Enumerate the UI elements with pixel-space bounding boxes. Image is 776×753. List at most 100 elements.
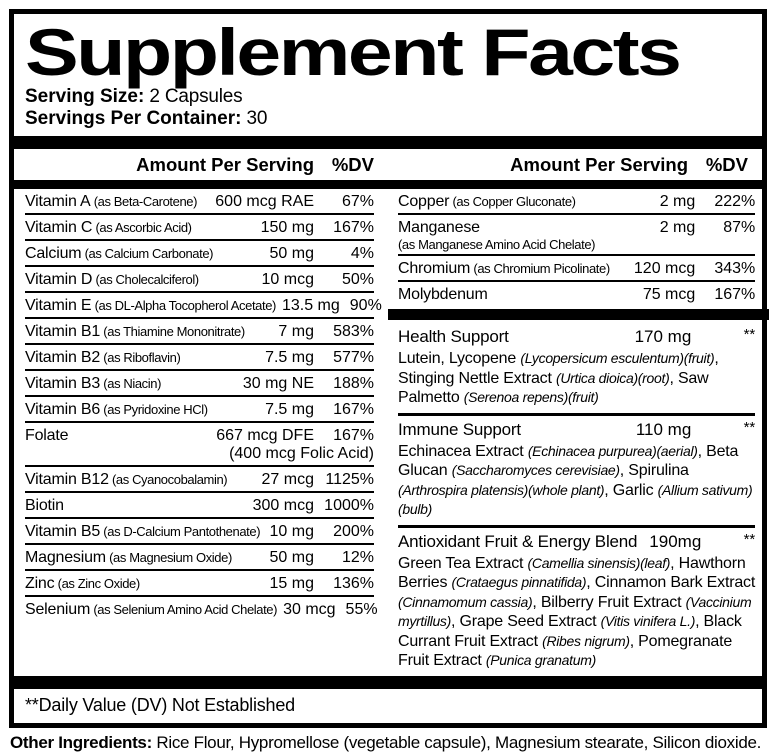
nutrient-form: (as Ascorbic Acid) — [92, 220, 192, 235]
latin-name: (Crataegus pinnatifida) — [451, 574, 587, 590]
blend-header: Antioxidant Fruit & Energy Blend 190mg ** — [398, 531, 755, 553]
nutrient-name: Vitamin B12 (as Cyanocobalamin) — [25, 471, 228, 488]
nutrient-row-line: Magnesium (as Magnesium Oxide) 50 mg 12% — [25, 548, 374, 567]
nutrient-row: Vitamin D (as Cholecalciferol) 10 mcg 50% — [25, 267, 374, 293]
nutrient-form: (as DL-Alpha Tocopherol Acetate) — [91, 298, 277, 313]
other-ingredients-label: Other Ingredients: — [10, 732, 152, 752]
blend-ingredients: Lutein, Lycopene (Lycopersicum esculentu… — [398, 348, 755, 408]
other-ingredients-text: Rice Flour, Hypromellose (vegetable caps… — [151, 732, 762, 752]
latin-name: (Echinacea purpurea)(aerial) — [527, 442, 698, 459]
nutrient-form: (as Beta-Carotene) — [90, 194, 198, 209]
ingredient-text: , Stinging Nettle Extract — [398, 350, 719, 387]
nutrient-row: Magnesium (as Magnesium Oxide) 50 mg 12% — [25, 545, 374, 571]
nutrient-row: Vitamin B1 (as Thiamine Mononitrate) 7 mg… — [25, 319, 374, 345]
nutrient-row-line: Vitamin B2 (as Riboflavin) 7.5 mg 577% — [25, 348, 374, 367]
nutrient-form: (as Copper Gluconate) — [449, 194, 576, 209]
nutrient-row-line: Folate 667 mcg DFE 167% — [25, 426, 374, 445]
blend-sections: Health Support 170 mg ** Lutein, Lycopene (… — [398, 323, 756, 676]
blend-ingredients: Echinacea Extract (Echinacea purpurea)(a… — [398, 441, 755, 520]
latin-name: (Allium sativum)(bulb) — [398, 481, 753, 518]
nutrient-row: Chromium (as Chromium Picolinate) 120 mcg… — [398, 256, 756, 282]
nutrient-form: (as Zinc Oxide) — [54, 576, 141, 591]
nutrient-row: Vitamin B3 (as Niacin) 30 mg NE 188% — [25, 371, 374, 397]
nutrient-amount: 10 mg — [269, 523, 314, 540]
nutrient-dv: 167% — [333, 427, 374, 444]
ingredient-text: Lutein, Lycopene — [398, 350, 521, 367]
latin-name: (Ribes nigrum) — [542, 632, 630, 649]
right-nutrient-column: Copper (as Copper Gluconate) 2 mg 222% Mang… — [388, 189, 770, 676]
divider-bar-blends — [388, 309, 770, 320]
ingredient-text: , Garlic — [604, 481, 658, 499]
nutrient-dv: 55% — [345, 601, 378, 618]
nutrient-row: Copper (as Copper Gluconate) 2 mg 222% — [398, 189, 756, 215]
latin-name: (Urtica dioica)(root) — [555, 369, 670, 386]
nutrient-row-line: Manganese 2 mg 87% — [398, 218, 755, 237]
divider-bar-header — [14, 180, 762, 189]
left-nutrient-column: Vitamin A (as Beta-Carotene) 600 mcg RAE 6… — [14, 189, 388, 676]
nutrient-dv: 1000% — [324, 497, 374, 514]
nutrient-amount: 7.5 mg — [265, 401, 314, 418]
nutrient-row: Vitamin E (as DL-Alpha Tocopherol Acetat… — [25, 293, 382, 319]
nutrient-row-line: Vitamin B1 (as Thiamine Mononitrate) 7 mg… — [25, 322, 374, 341]
nutrient-amount: 30 mcg — [283, 601, 336, 618]
nutrient-row: Vitamin B5 (as D-Calcium Pantothenate) 10… — [25, 519, 374, 545]
blend-header: Immune Support 110 mg ** — [398, 419, 755, 441]
nutrient-row: Vitamin B6 (as Pyridoxine HCl) 7.5 mg 167% — [25, 397, 374, 423]
latin-name: (Vaccinium myrtillus) — [398, 593, 752, 630]
blend-amount: 170 mg — [634, 327, 692, 346]
blend-header: Health Support 170 mg ** — [398, 326, 755, 348]
nutrient-dv: 167% — [333, 401, 374, 418]
dv-header: %DV — [331, 154, 374, 175]
nutrient-amount: 7 mg — [278, 323, 314, 340]
divider-bar-bottom — [14, 675, 762, 689]
nutrient-dv: 583% — [333, 323, 374, 340]
nutrient-dv: 50% — [341, 271, 374, 288]
nutrient-name: Vitamin C (as Ascorbic Acid) — [25, 219, 192, 236]
blend-amount: 110 mg — [635, 419, 692, 439]
divider-bar-top — [14, 136, 762, 149]
nutrient-name: Vitamin B3 (as Niacin) — [25, 375, 162, 392]
nutrient-row-line: Molybdenum 75 mcg 167% — [398, 285, 755, 304]
nutrient-name: Vitamin B5 (as D-Calcium Pantothenate) — [25, 523, 261, 540]
nutrient-name: Chromium (as Chromium Picolinate) — [398, 260, 610, 277]
ingredient-text: , Bilberry Fruit Extract — [532, 593, 686, 611]
nutrient-row-line: Vitamin C (as Ascorbic Acid) 150 mg 167% — [25, 218, 374, 237]
nutrient-name: Calcium (as Calcium Carbonate) — [25, 245, 214, 262]
blend-amount: 190mg — [649, 531, 702, 551]
left-column-header: Amount Per Serving %DV — [14, 154, 388, 176]
amount-per-serving-header: Amount Per Serving — [510, 154, 688, 175]
nutrient-dv: 67% — [341, 193, 374, 210]
panel-title: Supplement Facts — [25, 15, 682, 89]
blend-dv: ** — [743, 530, 756, 548]
latin-name: (Cinnamomum cassia) — [398, 593, 533, 610]
blend-dv: ** — [743, 418, 756, 436]
nutrient-amount: 27 mcg — [261, 471, 314, 488]
nutrient-dv: 167% — [333, 219, 374, 236]
nutrient-row: Folate 667 mcg DFE 167% (400 mcg Folic Acid… — [25, 423, 374, 467]
nutrient-row: Calcium (as Calcium Carbonate) 50 mg 4% — [25, 241, 374, 267]
nutrient-form: (as Magnesium Oxide) — [105, 550, 232, 565]
nutrient-name: Vitamin B2 (as Riboflavin) — [25, 349, 181, 366]
ingredient-text: , Cinnamon Bark Extract — [586, 574, 756, 591]
nutrient-form: (as Thiamine Mononitrate) — [100, 324, 245, 339]
nutrient-dv: 167% — [714, 286, 756, 303]
ingredient-text: , Saw Palmetto — [398, 369, 709, 407]
amount-per-serving-header: Amount Per Serving — [136, 154, 314, 175]
servings-per-container-line: Servings Per Container: 30 — [25, 108, 751, 130]
nutrient-dv: 222% — [714, 193, 756, 210]
other-ingredients-line: Other Ingredients: Rice Flour, Hypromell… — [0, 728, 776, 753]
nutrient-amount: 120 mcg — [633, 260, 696, 277]
nutrient-row-line: Biotin 300 mcg 1000% — [25, 496, 374, 515]
daily-value-footnote: **Daily Value (DV) Not Established — [25, 694, 295, 715]
ingredient-text: , Pomegranate Fruit Extract — [398, 632, 733, 670]
nutrient-name: Vitamin B1 (as Thiamine Mononitrate) — [25, 323, 245, 340]
latin-name: (Arthrospira platensis)(whole plant) — [398, 481, 605, 498]
ingredient-text: Green Tea Extract — [398, 554, 528, 572]
latin-name: (Lycopersicum esculentum)(fruit) — [520, 350, 715, 366]
nutrient-row: Zinc (as Zinc Oxide) 15 mg 136% — [25, 571, 374, 597]
nutrient-row-line: Vitamin A (as Beta-Carotene) 600 mcg RAE 6… — [25, 192, 374, 211]
nutrient-row-line: Copper (as Copper Gluconate) 2 mg 222% — [398, 192, 755, 211]
nutrient-row-line: Zinc (as Zinc Oxide) 15 mg 136% — [25, 574, 374, 593]
nutrient-row: Vitamin B2 (as Riboflavin) 7.5 mg 577% — [25, 345, 374, 371]
ingredient-text: , Spirulina — [619, 462, 689, 479]
